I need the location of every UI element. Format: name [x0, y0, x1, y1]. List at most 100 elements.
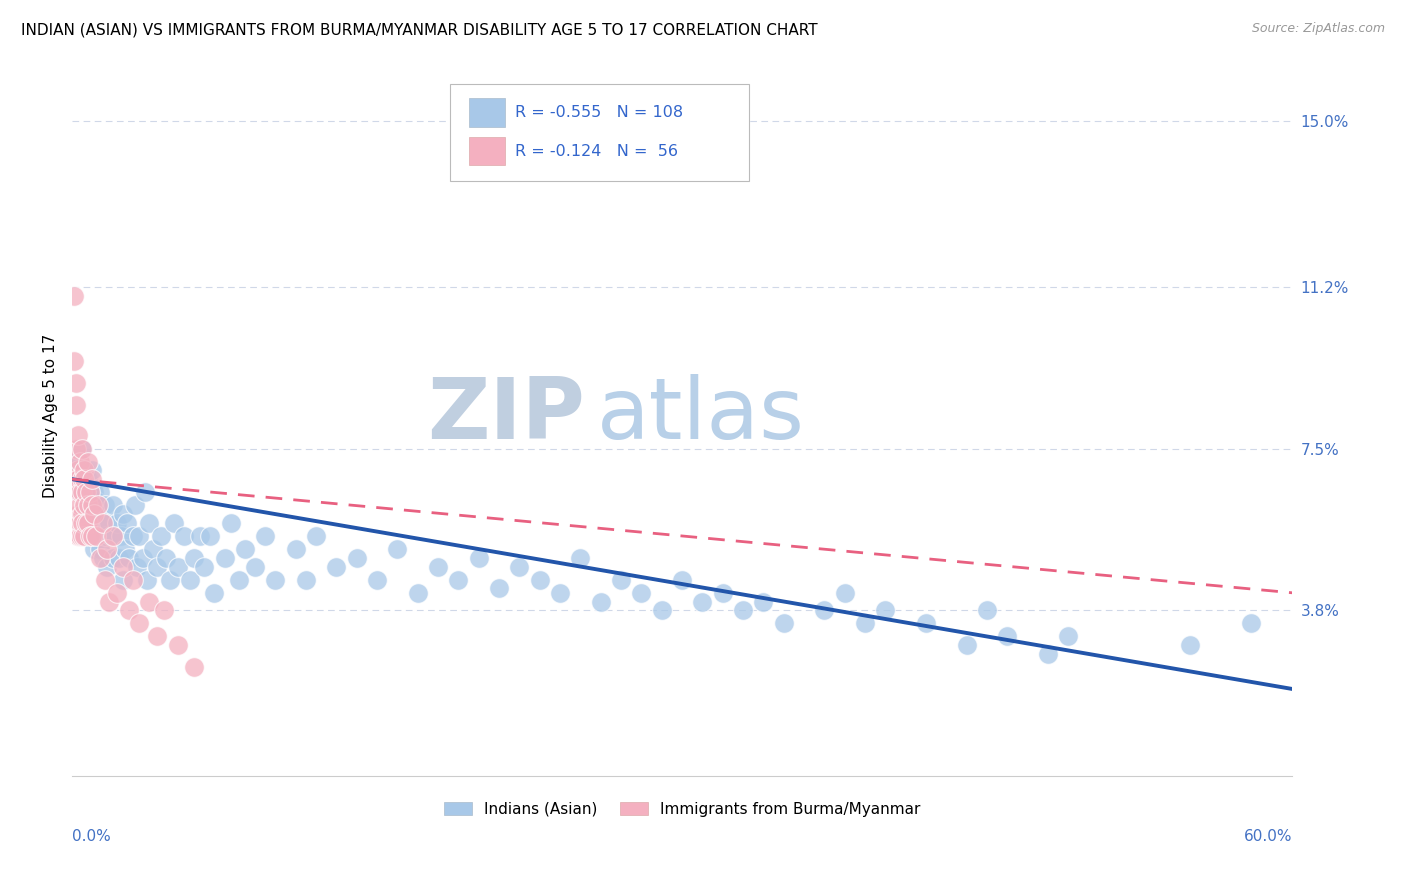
- Point: [122, 529, 145, 543]
- Point: [219, 516, 242, 530]
- Point: [77, 472, 100, 486]
- Point: [136, 573, 159, 587]
- Point: [138, 516, 160, 530]
- Point: [508, 559, 530, 574]
- Point: [138, 594, 160, 608]
- Legend: Indians (Asian), Immigrants from Burma/Myanmar: Indians (Asian), Immigrants from Burma/M…: [437, 796, 927, 822]
- Point: [111, 507, 134, 521]
- Point: [467, 550, 489, 565]
- Point: [813, 603, 835, 617]
- Point: [67, 463, 90, 477]
- Point: [63, 354, 86, 368]
- Point: [100, 529, 122, 543]
- Point: [91, 516, 114, 530]
- Point: [155, 550, 177, 565]
- Point: [146, 630, 169, 644]
- Point: [118, 550, 141, 565]
- Point: [589, 594, 612, 608]
- Point: [97, 594, 120, 608]
- Point: [67, 428, 90, 442]
- Point: [91, 516, 114, 530]
- Point: [79, 529, 101, 543]
- Point: [73, 472, 96, 486]
- Point: [65, 376, 87, 390]
- Point: [651, 603, 673, 617]
- Point: [228, 573, 250, 587]
- Point: [150, 529, 173, 543]
- Point: [1036, 647, 1059, 661]
- Point: [63, 288, 86, 302]
- Point: [70, 529, 93, 543]
- Point: [101, 499, 124, 513]
- Point: [834, 586, 856, 600]
- Text: INDIAN (ASIAN) VS IMMIGRANTS FROM BURMA/MYANMAR DISABILITY AGE 5 TO 17 CORRELATI: INDIAN (ASIAN) VS IMMIGRANTS FROM BURMA/…: [21, 22, 818, 37]
- Point: [295, 573, 318, 587]
- Point: [86, 494, 108, 508]
- Point: [548, 586, 571, 600]
- Point: [132, 550, 155, 565]
- Text: atlas: atlas: [596, 375, 804, 458]
- Point: [163, 516, 186, 530]
- Point: [101, 550, 124, 565]
- Point: [305, 529, 328, 543]
- Point: [731, 603, 754, 617]
- Point: [125, 559, 148, 574]
- Point: [70, 485, 93, 500]
- Point: [67, 485, 90, 500]
- Point: [67, 507, 90, 521]
- Point: [65, 442, 87, 456]
- Point: [325, 559, 347, 574]
- Point: [97, 516, 120, 530]
- Point: [67, 472, 90, 486]
- Point: [146, 559, 169, 574]
- Point: [406, 586, 429, 600]
- Point: [166, 559, 188, 574]
- Point: [488, 582, 510, 596]
- Point: [387, 542, 409, 557]
- Point: [173, 529, 195, 543]
- Point: [128, 529, 150, 543]
- Point: [69, 499, 91, 513]
- Point: [183, 660, 205, 674]
- Point: [752, 594, 775, 608]
- Point: [105, 586, 128, 600]
- Point: [115, 516, 138, 530]
- Text: 0.0%: 0.0%: [72, 829, 111, 844]
- Point: [93, 499, 115, 513]
- Point: [82, 499, 104, 513]
- Point: [188, 529, 211, 543]
- Point: [70, 507, 93, 521]
- Point: [1057, 630, 1080, 644]
- Point: [70, 472, 93, 486]
- Point: [166, 638, 188, 652]
- Point: [69, 455, 91, 469]
- Point: [366, 573, 388, 587]
- Point: [1180, 638, 1202, 652]
- Bar: [468, 98, 505, 128]
- Point: [152, 603, 174, 617]
- Point: [997, 630, 1019, 644]
- Point: [79, 485, 101, 500]
- FancyBboxPatch shape: [450, 84, 749, 181]
- Point: [65, 472, 87, 486]
- Point: [79, 516, 101, 530]
- Point: [107, 550, 129, 565]
- Point: [200, 529, 222, 543]
- Point: [69, 529, 91, 543]
- Point: [89, 542, 111, 557]
- Point: [86, 516, 108, 530]
- Point: [243, 559, 266, 574]
- Point: [77, 516, 100, 530]
- Point: [284, 542, 307, 557]
- Point: [86, 529, 108, 543]
- Point: [254, 529, 277, 543]
- Point: [915, 616, 938, 631]
- Point: [692, 594, 714, 608]
- Point: [111, 559, 134, 574]
- Point: [70, 442, 93, 456]
- Point: [82, 507, 104, 521]
- Point: [183, 550, 205, 565]
- Y-axis label: Disability Age 5 to 17: Disability Age 5 to 17: [44, 334, 58, 498]
- Point: [93, 529, 115, 543]
- Point: [73, 529, 96, 543]
